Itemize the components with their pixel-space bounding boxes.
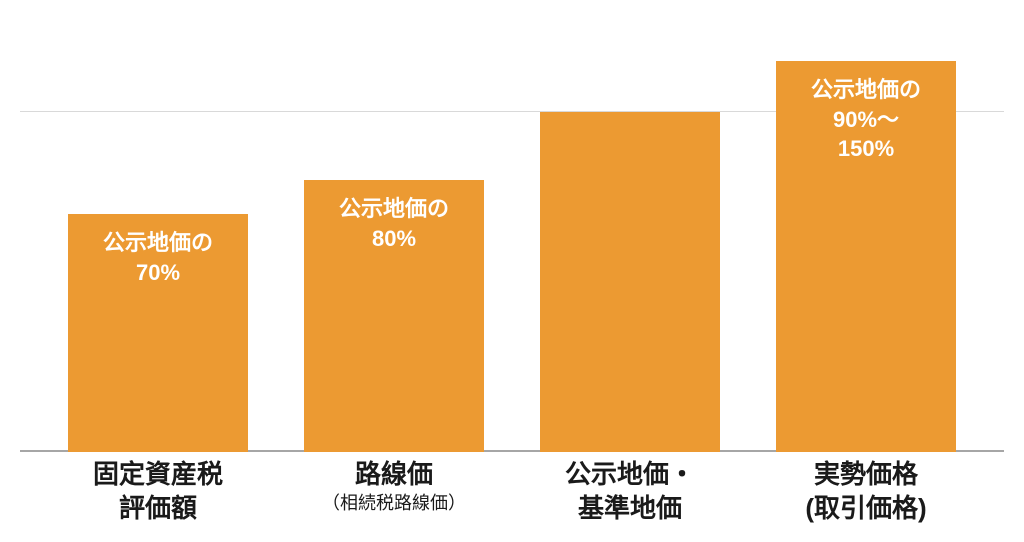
bar-slot-0: 公示地価の 70% [40, 10, 276, 452]
bar-fixed-asset-tax: 公示地価の 70% [68, 214, 248, 452]
xlabel-2: 公示地価・ 基準地価 [512, 452, 748, 542]
bar-slot-3: 公示地価の 90%～ 150% [748, 10, 984, 452]
x-axis-labels: 固定資産税 評価額 路線価 （相続税路線価） 公示地価・ 基準地価 実勢価格 (… [20, 452, 1004, 542]
xlabel-line2: 評価額 [40, 492, 276, 526]
xlabel-line1: 路線価 [276, 458, 512, 492]
bar-slot-1: 公示地価の 80% [276, 10, 512, 452]
bar-rosenka: 公示地価の 80% [304, 180, 484, 452]
bar-label-line3: 150% [838, 134, 894, 164]
xlabel-line1: 公示地価・ [512, 458, 748, 492]
bar-label-line1: 公示地価の [811, 75, 921, 105]
bar-label-line2: 70% [136, 258, 180, 288]
xlabel-1: 路線価 （相続税路線価） [276, 452, 512, 542]
xlabel-0: 固定資産税 評価額 [40, 452, 276, 542]
bar-market-price: 公示地価の 90%～ 150% [776, 61, 956, 452]
bar-label-line1: 公示地価の [339, 194, 449, 224]
xlabel-line1: 固定資産税 [40, 458, 276, 492]
bar-koji-chika [540, 112, 720, 452]
bar-label-line2: 80% [372, 224, 416, 254]
bar-label-line1: 公示地価の [103, 228, 213, 258]
xlabel-3: 実勢価格 (取引価格) [748, 452, 984, 542]
bars-container: 公示地価の 70% 公示地価の 80% [20, 10, 1004, 452]
xlabel-sub: （相続税路線価） [276, 492, 512, 515]
xlabel-line2: (取引価格) [748, 492, 984, 526]
xlabel-line1: 実勢価格 [748, 458, 984, 492]
plot-area: 公示地価の 70% 公示地価の 80% [20, 10, 1004, 452]
land-price-comparison-chart: 公示地価の 70% 公示地価の 80% [0, 0, 1024, 542]
xlabel-line2: 基準地価 [512, 492, 748, 526]
bar-slot-2 [512, 10, 748, 452]
bar-label-line2: 90%～ [833, 105, 899, 135]
